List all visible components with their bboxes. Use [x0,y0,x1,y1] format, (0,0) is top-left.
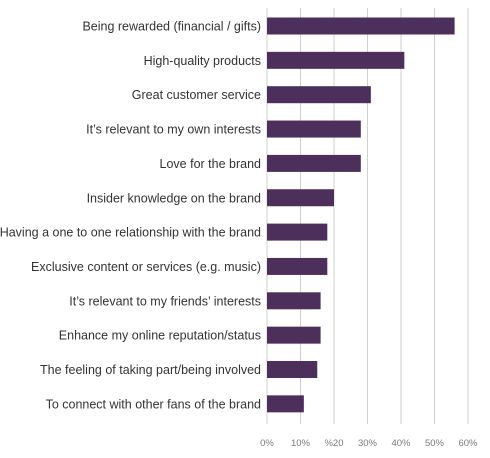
bar [267,326,321,344]
category-label: Great customer service [132,88,261,102]
x-tick-label: 40% [391,438,411,449]
category-label: Love for the brand [160,157,262,171]
x-tick-label: 0% [260,438,274,449]
category-label: To connect with other fans of the brand [46,397,261,411]
bar [267,51,405,69]
bar [267,189,334,207]
category-label: Exclusive content or services (e.g. musi… [31,260,261,274]
category-label: It’s relevant to my friends’ interests [69,294,261,308]
bar [267,395,304,413]
category-label: Having a one to one relationship with th… [0,226,261,240]
category-label: Being rewarded (financial / gifts) [82,20,261,34]
x-tick-label: %20 [324,438,343,449]
grid-lines [266,8,469,424]
category-label: High-quality products [144,54,261,68]
bar [267,292,321,310]
category-labels: Being rewarded (financial / gifts) High-q… [0,20,261,412]
x-tick-label: 10% [291,438,311,449]
x-tick-label: 50% [425,438,445,449]
bar [267,17,455,35]
bar [267,120,361,138]
x-axis-tick-labels: 0% 10% %20 30% 40% 50% 60% [260,438,478,449]
category-label: The feeling of taking part/being involve… [40,363,261,377]
bars [267,17,455,413]
category-label: Enhance my online reputation/status [59,329,261,343]
x-tick-label: 60% [458,438,478,449]
category-label: Insider knowledge on the brand [87,191,261,205]
category-label: It’s relevant to my own interests [86,123,261,137]
bar [267,257,328,275]
bar [267,361,318,378]
x-tick-label: 30% [358,438,378,449]
bar [267,223,328,241]
bar [267,86,371,104]
bar [267,154,361,172]
